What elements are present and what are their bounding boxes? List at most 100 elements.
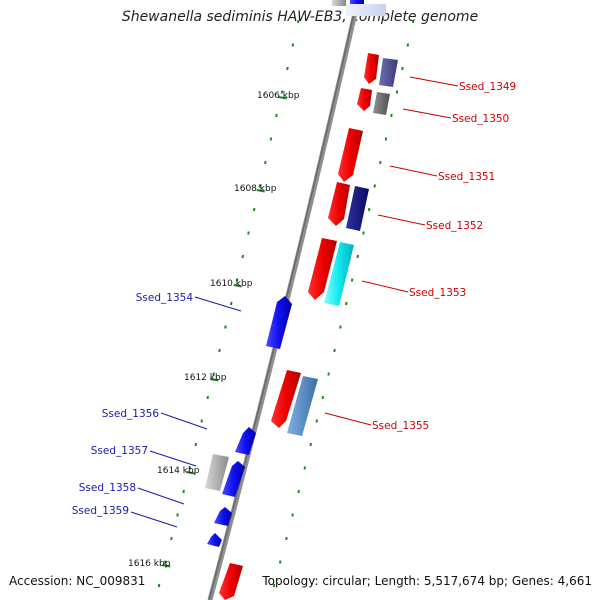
scale-tick-minor [333,348,336,353]
gene-feature-ssed-1356[interactable] [235,427,256,455]
gene-label-ssed-1357[interactable]: Ssed_1357 [91,445,148,457]
scale-tick-minor [303,466,306,470]
gene-label-ssed-1350[interactable]: Ssed_1350 [452,113,509,125]
kbp-labels: 1606 kbp 1608 kbp 1610 kbp 1612 kbp 1614… [128,91,300,569]
scale-tick-minor [362,231,365,235]
connector-ssed-1357 [149,450,197,467]
scale-tick-minor [275,113,278,118]
connector-ssed-1352 [377,214,426,226]
topology-text: Topology: circular; Length: 5,517,674 bp… [262,574,592,588]
scale-tick-minor [321,395,324,400]
gene-feature-ssed-1349[interactable] [364,53,379,84]
kbp-label-1606: 1606 kbp [257,91,300,101]
gene-feature-ssed-1351[interactable] [338,128,363,182]
scale-tick-minor [390,113,393,118]
scale-tick-minor [176,513,179,517]
reverse-genes [205,296,292,547]
scale-tick-minor [315,419,318,423]
scale-tick-major [186,471,195,475]
scale-tick-minor [395,90,399,94]
scale-tick-minor [264,160,267,165]
gene-feature-ssed-1355-partner[interactable] [287,376,318,436]
gene-label-ssed-1351[interactable]: Ssed_1351 [438,171,495,183]
scale-tick-minor [182,489,185,494]
label-connectors [130,76,459,528]
scale-tick-minor [241,254,244,259]
gene-feature-bottom-red[interactable] [219,563,243,600]
scale-tick-major [210,378,219,382]
scale-tick-minor [280,90,284,94]
gene-feature-ssed-1350-partner[interactable] [373,92,390,115]
scale-tick-minor [350,278,354,282]
scale-tick-minor [272,583,276,588]
feature-top-pale [346,4,386,16]
scale-tick-minor [235,278,239,282]
scale-tick-minor [194,442,197,447]
kbp-label-1610: 1610 kbp [210,279,253,289]
gene-feature-ssed-1352[interactable] [328,182,350,226]
connector-ssed-1349 [409,76,459,87]
gene-label-ssed-1359[interactable]: Ssed_1359 [72,505,129,517]
gene-feature-ssed-1359[interactable] [207,533,222,547]
forward-genes [219,53,398,600]
scale-tick-minor [269,137,273,141]
scale-tick-minor [218,348,221,353]
scale-tick-minor [401,66,404,71]
scale-ticks [157,19,415,588]
kbp-label-1616: 1616 kbp [128,559,171,569]
scale-tick-minor [356,254,359,259]
gene-feature-ssed-1353-partner[interactable] [324,242,354,306]
scale-tick-major [256,189,265,193]
gene-label-ssed-1352[interactable]: Ssed_1352 [426,220,483,232]
scale-tick-minor [230,301,233,306]
scale-tick-minor [291,43,295,47]
scale-tick-minor [164,560,167,564]
scale-tick-major [278,96,287,100]
connector-ssed-1353 [361,280,409,293]
gene-label-ssed-1349[interactable]: Ssed_1349 [459,81,516,93]
scale-tick-minor [384,137,388,141]
scale-tick-minor [327,372,330,376]
scale-tick-minor [309,442,312,447]
scale-tick-minor [285,536,288,541]
scale-tick-minor [297,489,300,494]
gene-label-ssed-1355[interactable]: Ssed_1355 [372,420,429,432]
gene-feature-ssed-1352-partner[interactable] [346,186,369,231]
gene-label-ssed-1354[interactable]: Ssed_1354 [136,292,194,304]
connector-ssed-1358 [137,487,185,505]
scale-tick-minor [412,19,415,24]
gene-label-ssed-1356[interactable]: Ssed_1356 [102,408,160,420]
gene-feature-ssed-1355[interactable] [271,370,301,428]
scale-tick-minor [379,160,382,165]
gene-labels: Ssed_1349 Ssed_1350 Ssed_1351 Ssed_1352 … [72,81,516,517]
gene-label-ssed-1353[interactable]: Ssed_1353 [409,287,466,299]
kbp-label-1614: 1614 kbp [157,466,200,476]
kbp-label-1608: 1608 kbp [234,184,277,194]
scale-tick-minor [157,583,161,588]
gene-feature-ssed-1357-partner[interactable] [205,454,229,491]
scale-tick-minor [286,66,289,71]
scale-tick-minor [373,184,376,188]
scale-tick-minor [279,560,282,564]
scale-tick-minor [345,301,348,306]
scale-tick-minor [247,231,250,235]
connector-ssed-1351 [389,165,438,177]
gene-feature-ssed-1357[interactable] [222,461,245,497]
gene-feature-ssed-1358[interactable] [214,507,232,526]
gene-label-ssed-1358[interactable]: Ssed_1358 [79,482,136,494]
scale-tick-minor [406,43,410,47]
gene-feature-ssed-1353[interactable] [308,238,337,300]
scale-tick-minor [206,395,209,400]
scale-tick-minor [224,325,227,329]
genome-title: Shewanella sediminis HAW-EB3, complete g… [121,9,479,25]
gene-feature-ssed-1354[interactable] [266,296,292,349]
gene-feature-ssed-1349-partner[interactable] [379,58,398,87]
feature-top-gray [332,0,346,6]
scale-tick-major [162,564,171,568]
scale-tick-minor [258,184,261,188]
scale-tick-minor [297,19,300,24]
gene-feature-ssed-1350[interactable] [357,88,372,111]
connector-ssed-1350 [402,108,452,119]
scale-tick-minor [200,419,203,423]
